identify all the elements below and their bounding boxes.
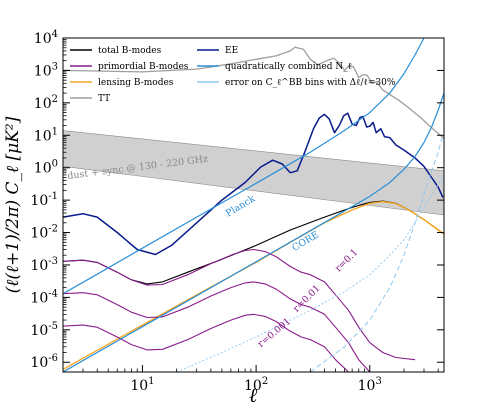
y-tick-label-base: 10 [30, 355, 48, 371]
y-tick-label-exponent: 0 [52, 159, 58, 170]
y-tick-label: 10-5 [30, 321, 58, 339]
y-tick-label: 102 [34, 94, 58, 112]
x-tick-label-exponent: 2 [262, 376, 268, 387]
y-tick-label: 100 [34, 159, 58, 177]
y-tick-label: 101 [34, 126, 58, 144]
y-tick-label-base: 10 [34, 128, 52, 144]
series-line-quadratically-combined-n-planck [63, 38, 425, 295]
legend-label: EE [225, 46, 238, 56]
y-tick-label: 104 [34, 29, 58, 47]
x-tick-label-exponent: 1 [148, 376, 154, 387]
y-tick-label-exponent: 4 [52, 29, 58, 40]
y-tick-label-base: 10 [34, 63, 52, 79]
y-tick-label: 103 [34, 61, 58, 79]
x-tick-label: 102 [244, 376, 268, 394]
series-line-primordial-b-modes-r-0-1 [63, 248, 416, 361]
series-line-lensing-b-modes [63, 200, 444, 371]
x-tick-label-exponent: 3 [375, 376, 381, 387]
legend-label: quadratically combined N_ℓ [225, 62, 352, 72]
y-tick-label-exponent: -1 [48, 191, 58, 202]
series-line-primordial-b-modes-r-0-001 [63, 313, 349, 372]
y-tick-label-base: 10 [34, 31, 52, 47]
y-tick-label-exponent: -3 [48, 256, 58, 267]
y-tick-label-base: 10 [30, 290, 48, 306]
y-tick-label-base: 10 [34, 161, 52, 177]
y-tick-label-exponent: -4 [48, 288, 58, 299]
y-tick-label-base: 10 [30, 193, 48, 209]
y-tick-label: 10-2 [30, 224, 58, 242]
y-tick-label-exponent: -6 [48, 353, 58, 364]
foreground-band [63, 130, 444, 216]
annotation-r-0-1: r=0.1 [333, 247, 360, 274]
x-axis-label: ℓ [249, 383, 258, 407]
series-line-error-on-c-bb-bins-with-30-planck [310, 135, 444, 372]
y-tick-label: 10-6 [30, 353, 58, 371]
series-line-ee [63, 112, 444, 256]
series-line-quadratically-combined-n-core [63, 92, 444, 372]
y-tick-label-exponent: 3 [52, 61, 58, 72]
legend-label: error on C_ℓ^BB bins with Δℓ/ℓ=30% [225, 78, 396, 88]
y-tick-label-exponent: 2 [52, 94, 58, 105]
annotation-planck: Planck [224, 193, 258, 219]
legend-label: primordial B-modes [98, 62, 189, 72]
legend-label: TT [98, 94, 110, 104]
y-tick-label-exponent: 1 [52, 126, 58, 137]
legend-label: lensing B-modes [98, 78, 174, 88]
series-line-total-b-modes [63, 200, 444, 285]
y-tick-label: 10-4 [30, 288, 58, 306]
y-tick-label-base: 10 [30, 323, 48, 339]
series-line-tt [63, 46, 444, 139]
y-tick-label: 10-1 [30, 191, 58, 209]
y-tick-label-base: 10 [34, 96, 52, 112]
x-tick-label: 101 [130, 376, 154, 394]
series-line-primordial-b-modes-r-0-01 [63, 281, 371, 372]
y-tick-label: 10-3 [30, 256, 58, 274]
legend-label: total B-modes [98, 46, 162, 56]
y-tick-label-exponent: -2 [48, 224, 58, 235]
y-axis-label: (ℓ(ℓ+1)/2π) C_ℓ [μK²] [3, 116, 23, 293]
y-tick-label-exponent: -5 [48, 321, 58, 332]
annotation-r-0-01: r=0.01 [291, 283, 323, 315]
y-tick-label-base: 10 [30, 226, 48, 242]
y-tick-label-base: 10 [30, 258, 48, 274]
series-line-error-on-c-bb-bins-with-30-core [176, 174, 444, 372]
x-tick-label: 103 [358, 376, 382, 394]
x-tick-label-base: 10 [244, 378, 262, 394]
x-tick-label-base: 10 [358, 378, 376, 394]
x-tick-label-base: 10 [130, 378, 148, 394]
